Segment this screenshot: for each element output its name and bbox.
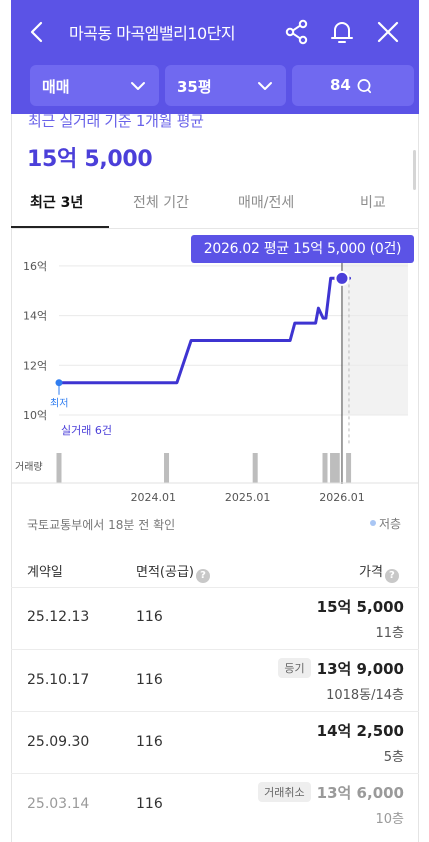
tabs-divider: [11, 228, 419, 229]
row-area: 116: [136, 734, 163, 750]
tab-sale-jeonse[interactable]: 매매/전세: [238, 195, 295, 211]
highlight-point: [334, 270, 350, 286]
row-price-wrap: 거래취소 13억 6,000: [258, 782, 404, 803]
summary-price: 15억 5,000: [27, 147, 153, 172]
row-date: 25.03.14: [27, 796, 90, 812]
bell-icon[interactable]: [327, 17, 357, 47]
tab-recent-3y[interactable]: 최근 3년: [30, 195, 84, 211]
col-header-area-label: 면적(공급): [136, 565, 194, 580]
area-search-value: 84: [330, 76, 351, 94]
volume-bar: [252, 453, 258, 483]
row-price: 13억 6,000: [316, 784, 404, 802]
col-header-price-label: 가격: [359, 565, 383, 580]
row-floor: 11층: [375, 626, 404, 641]
trade-type-select[interactable]: 매매: [30, 65, 159, 106]
row-date: 25.10.17: [27, 672, 90, 688]
title-bar: 마곡동 마곡엠밸리10단지: [11, 0, 419, 64]
min-label: 최저: [50, 398, 68, 410]
tab-all-period[interactable]: 전체 기간: [133, 195, 189, 211]
volume-label: 거래량: [15, 461, 43, 473]
row-price-wrap: 등기 13억 9,000: [278, 658, 404, 679]
x-tick-label: 2024.01: [131, 491, 177, 504]
col-header-price[interactable]: 가격?: [359, 561, 399, 583]
app-header: 마곡동 마곡엠밸리10단지 매매 35평 84: [11, 0, 419, 114]
min-point: [55, 379, 63, 387]
back-arrow-icon[interactable]: [25, 18, 51, 46]
y-tick-label: 10억: [23, 409, 47, 422]
legend-label: 저층: [379, 517, 402, 531]
trade-count-caption: 실거래 6건: [61, 424, 112, 437]
share-icon[interactable]: [283, 18, 311, 46]
period-tabs: 최근 3년 전체 기간 매매/전세 비교: [11, 180, 419, 228]
col-header-area[interactable]: 면적(공급)?: [136, 561, 210, 583]
trade-type-value: 매매: [42, 78, 70, 96]
row-area: 116: [136, 609, 163, 625]
frame-left-border: [11, 114, 12, 842]
close-icon[interactable]: [375, 19, 401, 45]
row-floor: 1018동/14층: [326, 688, 404, 703]
y-tick-label: 16억: [23, 260, 47, 273]
row-divider: [11, 649, 419, 650]
y-tick-label: 14억: [23, 310, 47, 323]
area-search-button[interactable]: 84: [292, 65, 414, 106]
row-divider: [11, 773, 419, 774]
row-price: 13억 9,000: [316, 660, 404, 678]
frame-right-border: [418, 114, 419, 842]
volume-bar: [56, 453, 62, 483]
row-price: 15억 5,000: [316, 598, 404, 616]
page-title: 마곡동 마곡엠밸리10단지: [69, 24, 236, 43]
tab-compare[interactable]: 비교: [360, 195, 386, 211]
row-area: 116: [136, 796, 163, 812]
row-price: 14억 2,500: [316, 722, 404, 740]
chart-tooltip: 2026.02 평균 15억 5,000 (0건): [191, 235, 414, 263]
registered-badge: 등기: [278, 658, 311, 678]
y-tick-label: 12억: [23, 359, 47, 372]
row-divider: [11, 711, 419, 712]
series-line: [57, 276, 351, 385]
volume-bar: [164, 453, 170, 483]
size-value: 35평: [177, 78, 212, 96]
floor-legend: 저층: [370, 515, 401, 532]
row-date: 25.09.30: [27, 734, 90, 750]
volume-bar: [322, 453, 328, 483]
chevron-down-icon: [131, 82, 145, 90]
row-area: 116: [136, 672, 163, 688]
active-tab-underline: [11, 226, 109, 228]
volume-bar: [346, 453, 352, 483]
search-bubble-icon: [357, 79, 372, 94]
summary-caption: 최근 실거래 기준 1개월 평균: [28, 112, 204, 130]
x-tick-label: 2026.01: [319, 491, 365, 504]
legend-dot-icon: [370, 520, 376, 526]
scroll-indicator[interactable]: [413, 150, 416, 190]
size-select[interactable]: 35평: [165, 65, 286, 106]
volume-bar: [334, 453, 340, 483]
help-icon[interactable]: ?: [384, 569, 399, 583]
help-icon[interactable]: ?: [195, 569, 210, 583]
x-tick-label: 2025.01: [225, 491, 271, 504]
col-header-date: 계약일: [27, 565, 63, 580]
future-area: [341, 243, 408, 415]
chevron-down-icon: [258, 82, 272, 90]
row-floor: 10층: [375, 812, 404, 827]
cancelled-badge: 거래취소: [258, 782, 311, 802]
row-date: 25.12.13: [27, 609, 90, 625]
data-source-text: 국토교통부에서 18분 전 확인: [27, 518, 176, 532]
row-divider: [11, 587, 419, 588]
volume-bar: [330, 453, 336, 483]
row-floor: 5층: [383, 750, 404, 765]
